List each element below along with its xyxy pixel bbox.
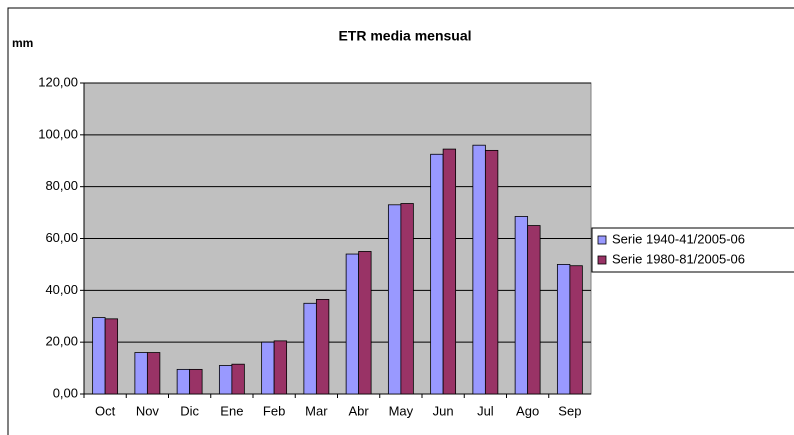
bar bbox=[261, 341, 275, 395]
y-tick-label: 20,00 bbox=[45, 334, 78, 349]
bar bbox=[442, 148, 457, 395]
y-tick-label: 60,00 bbox=[45, 230, 78, 245]
bar bbox=[430, 153, 444, 395]
x-tick-label: Feb bbox=[263, 403, 285, 418]
bar bbox=[303, 302, 317, 395]
y-tick-label: 40,00 bbox=[45, 282, 78, 297]
bar bbox=[273, 340, 288, 395]
legend-label: Serie 1940-41/2005-06 bbox=[612, 231, 745, 246]
x-tick-label: Oct bbox=[95, 403, 116, 418]
legend-swatch bbox=[597, 255, 607, 265]
y-tick-label: 0,00 bbox=[53, 385, 78, 400]
y-tick-label: 120,00 bbox=[38, 74, 78, 89]
bar bbox=[569, 265, 583, 395]
bar bbox=[315, 299, 330, 395]
y-tick-label: 100,00 bbox=[38, 126, 78, 141]
x-tick-label: Ago bbox=[516, 403, 539, 418]
legend-label: Serie 1980-81/2005-06 bbox=[612, 251, 745, 266]
bar bbox=[527, 225, 541, 395]
bar bbox=[189, 368, 203, 395]
bar bbox=[472, 144, 486, 395]
bar bbox=[218, 365, 233, 395]
x-tick-label: Mar bbox=[305, 403, 328, 418]
bar bbox=[556, 264, 571, 395]
x-tick-label: May bbox=[389, 403, 414, 418]
x-tick-label: Abr bbox=[349, 403, 370, 418]
bar bbox=[104, 318, 119, 395]
bar bbox=[358, 251, 372, 395]
y-axis-label: mm bbox=[12, 36, 33, 50]
legend-swatch bbox=[597, 235, 607, 245]
x-tick-label: Jun bbox=[433, 403, 454, 418]
legend-box bbox=[591, 227, 794, 273]
x-tick-label: Ene bbox=[220, 403, 243, 418]
x-tick-label: Sep bbox=[558, 403, 581, 418]
bar bbox=[514, 216, 529, 395]
x-tick-label: Nov bbox=[136, 403, 160, 418]
bar bbox=[400, 203, 414, 395]
chart-title: ETR media mensual bbox=[338, 28, 471, 44]
x-tick-label: Jul bbox=[477, 403, 494, 418]
bar bbox=[484, 149, 499, 395]
bar bbox=[387, 204, 402, 395]
x-tick-label: Dic bbox=[180, 403, 199, 418]
bar bbox=[345, 253, 360, 395]
bar bbox=[92, 317, 106, 395]
bar bbox=[146, 352, 161, 395]
bar bbox=[176, 368, 191, 395]
bar bbox=[231, 363, 245, 395]
y-tick-label: 80,00 bbox=[45, 178, 78, 193]
bar bbox=[134, 352, 148, 395]
